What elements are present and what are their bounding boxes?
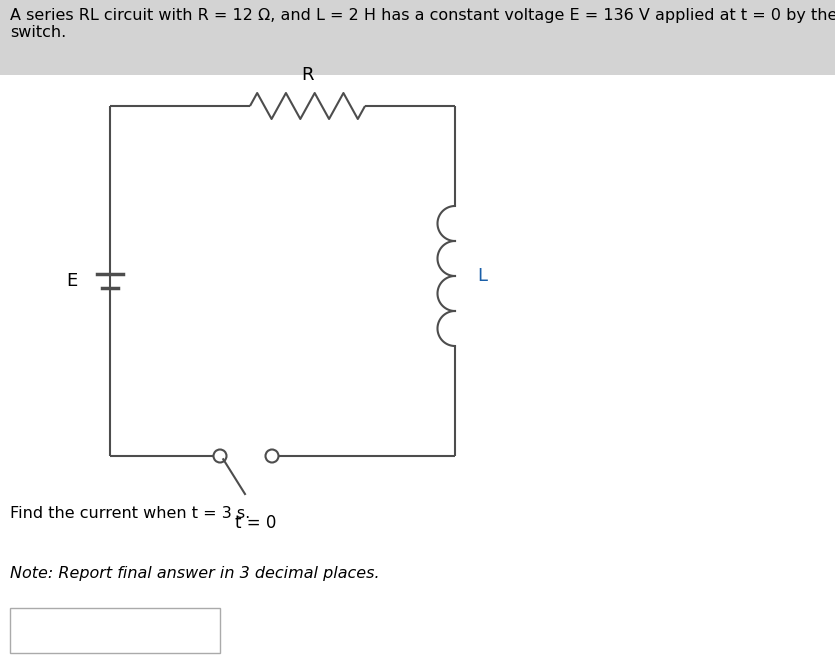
Text: L: L bbox=[477, 267, 487, 285]
Text: A series RL circuit with R = 12 Ω, and L = 2 H has a constant voltage E = 136 V : A series RL circuit with R = 12 Ω, and L… bbox=[10, 8, 835, 40]
FancyBboxPatch shape bbox=[0, 0, 835, 75]
Text: Note: Report final answer in 3 decimal places.: Note: Report final answer in 3 decimal p… bbox=[10, 566, 380, 581]
Text: E: E bbox=[67, 272, 78, 290]
Text: Find the current when t = 3 s.: Find the current when t = 3 s. bbox=[10, 506, 250, 521]
FancyBboxPatch shape bbox=[10, 608, 220, 653]
Text: R: R bbox=[301, 66, 314, 84]
Text: t = 0: t = 0 bbox=[235, 514, 276, 532]
